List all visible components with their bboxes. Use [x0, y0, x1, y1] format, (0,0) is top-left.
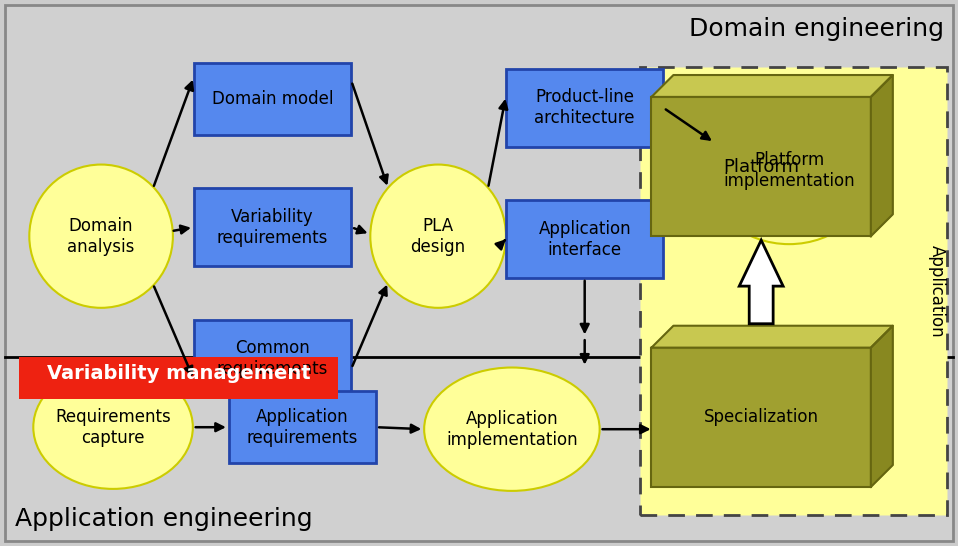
Ellipse shape: [371, 164, 506, 308]
Text: Variability
requirements: Variability requirements: [217, 208, 329, 247]
Ellipse shape: [424, 367, 600, 491]
Bar: [229, 391, 376, 463]
Polygon shape: [740, 240, 783, 324]
Bar: [194, 188, 352, 266]
Bar: [194, 63, 352, 135]
Text: Application
interface: Application interface: [538, 220, 631, 259]
Ellipse shape: [705, 97, 873, 244]
Bar: [651, 348, 871, 487]
Bar: [194, 320, 352, 397]
Bar: [19, 357, 338, 399]
Text: PLA
design: PLA design: [411, 217, 466, 256]
Text: Requirements
capture: Requirements capture: [56, 408, 171, 447]
Text: Application: Application: [927, 245, 946, 337]
Polygon shape: [651, 75, 893, 97]
Ellipse shape: [30, 164, 172, 308]
Bar: [640, 67, 947, 515]
Bar: [506, 200, 664, 278]
Polygon shape: [871, 75, 893, 236]
Text: Product-line
architecture: Product-line architecture: [535, 88, 635, 127]
Polygon shape: [871, 326, 893, 487]
Ellipse shape: [34, 365, 193, 489]
Polygon shape: [651, 326, 893, 348]
Text: Common
requirements: Common requirements: [217, 339, 329, 378]
Bar: [506, 69, 664, 147]
Text: Platform
implementation: Platform implementation: [723, 151, 855, 190]
Bar: [651, 97, 871, 236]
Text: Application engineering: Application engineering: [15, 507, 313, 531]
Text: Platform: Platform: [723, 158, 799, 176]
Text: Domain
analysis: Domain analysis: [67, 217, 135, 256]
Text: Specialization: Specialization: [704, 408, 819, 426]
Text: Variability management: Variability management: [47, 364, 310, 383]
Text: Application
requirements: Application requirements: [247, 408, 358, 447]
Text: Application
implementation: Application implementation: [446, 410, 578, 449]
Text: Domain model: Domain model: [212, 90, 333, 108]
Text: Domain engineering: Domain engineering: [689, 17, 944, 41]
